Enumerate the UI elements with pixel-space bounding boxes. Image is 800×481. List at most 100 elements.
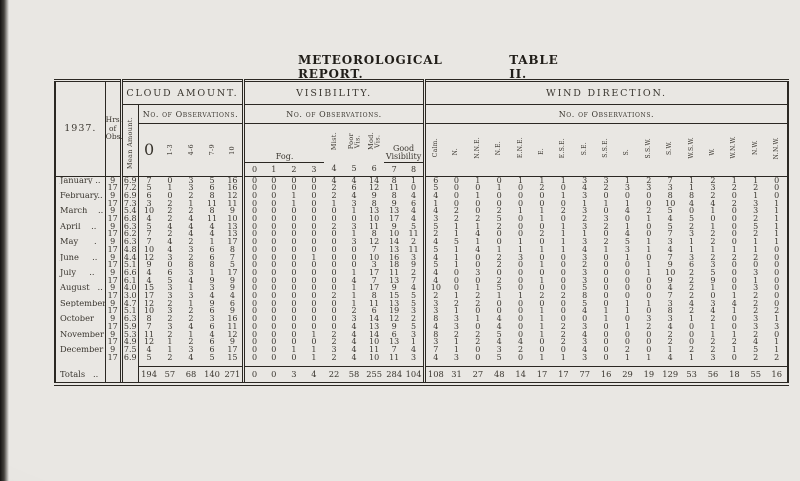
visibility-count-cell: 1 — [311, 330, 317, 339]
visibility-count-cell: 17 — [369, 268, 380, 277]
visibility-count-cell: 13 — [369, 207, 380, 216]
wind-count-cell: 1 — [680, 175, 703, 185]
visibility-count-cell: 0 — [271, 238, 277, 246]
visibility-count-cell: 0 — [311, 184, 317, 192]
wind-count-cell: 2 — [582, 261, 588, 269]
visibility-count-cell: 2 — [331, 222, 337, 231]
wind-count-cell: 1 — [539, 261, 545, 269]
wind-count-cell: 4 — [422, 238, 446, 246]
cloud-col-10: 10 — [228, 146, 237, 156]
wind-count-cell: 3 — [582, 338, 588, 346]
month-cell: July .. — [60, 268, 95, 277]
wind-count-cell: 19 — [638, 366, 660, 385]
hours-cell: 9 — [104, 330, 122, 339]
visibility-count-cell: 0 — [331, 307, 337, 316]
visibility-count-cell: 0 — [242, 199, 264, 208]
visibility-count-cell: 8 — [371, 292, 377, 300]
visibility-count-cell: 5 — [411, 322, 417, 331]
wind-count-cell: 5 — [667, 207, 673, 216]
wind-count-cell: 18 — [723, 366, 746, 385]
group-title-row: 1937. Hrs. of Obs. CLOUD AMOUNT. VISIBIL… — [55, 80, 788, 176]
wind-count-cell: 4 — [582, 330, 588, 339]
wind-count-cell: 0 — [496, 307, 502, 316]
visibility-count-cell: 0 — [271, 307, 277, 316]
visibility-count-cell: 0 — [331, 230, 337, 239]
cloud-count-cell: 4 — [209, 222, 215, 231]
visibility-count-cell: 0 — [271, 253, 277, 262]
wind-count-cell: 0 — [560, 299, 566, 308]
cloud-count-cell: 4 — [188, 322, 194, 331]
table-row: July .. 9 6.6 4 6 3 1 17 0 0 0 0 0 1 17 11 2 4 0 3 0 0 0 0 3 0 0 1 1… — [55, 268, 788, 277]
visibility-count-cell: 11 — [369, 222, 380, 231]
wind-count-cell: 0 — [731, 222, 737, 231]
wind-count-cell: 0 — [539, 299, 545, 308]
mean-amount-cell: 6.8 — [119, 215, 139, 223]
mean-amount-cell: 6.3 — [119, 315, 139, 323]
cloud-count-cell: 2 — [167, 353, 173, 362]
hours-of-obs-header: Hrs. of Obs. — [104, 80, 123, 176]
visibility-count-cell: 11 — [408, 230, 419, 239]
wind-count-cell: 2 — [753, 292, 759, 300]
cloud-count-cell: 4 — [167, 238, 173, 246]
wind-count-cell: 1 — [531, 175, 553, 185]
visibility-count-cell: 7 — [371, 245, 377, 254]
wind-count-cell: 1 — [539, 330, 545, 339]
wind-count-cell: 0 — [475, 276, 481, 285]
wind-count-cell: 1 — [774, 345, 780, 354]
wind-count-cell: 0 — [624, 268, 631, 277]
visibility-count-cell: 11 — [389, 184, 400, 192]
vis-col-3: 3 — [311, 164, 317, 174]
cloud-count-cell: 2 — [167, 299, 173, 308]
cloud-count-cell: 2 — [188, 307, 194, 316]
visibility-count-cell: 3 — [351, 315, 357, 323]
wind-count-cell: 0 — [689, 207, 695, 216]
wind-count-cell: 0 — [774, 253, 780, 262]
mean-amount-cell: 6.9 — [119, 191, 139, 200]
visibility-count-cell: 0 — [291, 230, 297, 239]
hours-cell: 9 — [104, 253, 122, 262]
wind-count-cell: 1 — [475, 191, 481, 200]
mean-amount-cell: 5.9 — [119, 322, 139, 331]
wind-count-cell: 2 — [453, 215, 460, 223]
mean-amount-cell: 4.0 — [119, 284, 139, 293]
wind-count-cell: 6 — [422, 175, 446, 185]
wind-count-cell: 2 — [710, 338, 716, 346]
wind-count-cell: 56 — [702, 366, 724, 385]
visibility-count-cell: 0 — [331, 253, 337, 262]
month-cell — [55, 354, 105, 362]
wind-count-cell: 1 — [774, 199, 780, 208]
table-row: 17 6.2 7 2 4 4 13 0 0 0 0 0 1 8 10 11 2 1 4 0 0 2 1 1 0 4 0 7 3 2 0 2 1 — [55, 230, 788, 239]
month-cell — [55, 277, 105, 285]
wind-count-cell: 2 — [475, 299, 481, 308]
hours-cell: 9 — [104, 315, 122, 323]
visibility-count-cell: 4 — [303, 366, 324, 385]
visibility-count-cell: 1 — [351, 230, 357, 239]
wind-count-cell: 0 — [518, 299, 524, 308]
wind-count-cell: 0 — [475, 261, 481, 269]
wind-count-cell: 1 — [689, 238, 695, 246]
cloud-col-4-6: 4-6 — [186, 143, 195, 156]
visibility-count-cell: 284 — [384, 366, 405, 385]
visibility-count-cell: 0 — [271, 245, 277, 254]
wind-count-cell: 1 — [667, 345, 673, 354]
wind-count-cell: 2 — [560, 338, 566, 346]
visibility-count-cell: 0 — [311, 222, 317, 231]
cloud-count-cell: 17 — [227, 345, 238, 354]
cloud-count-cell: 11 — [206, 199, 218, 208]
visibility-count-cell: 0 — [242, 292, 264, 300]
visibility-count-cell: 0 — [331, 215, 337, 223]
visibility-count-cell: 3 — [371, 261, 377, 269]
wind-count-cell: 7 — [667, 292, 673, 300]
wind-count-cell: 4 — [624, 207, 631, 216]
wind-count-cell: 1 — [475, 315, 481, 323]
wind-count-cell: 1 — [453, 222, 460, 231]
wind-count-cell: 0 — [560, 268, 566, 277]
page-header: METEOROLOGICAL REPORT. TABLE II. — [298, 53, 580, 81]
mean-amount-cell: 3.0 — [119, 292, 139, 300]
visibility-count-cell: 0 — [311, 268, 317, 277]
wind-count-cell: 3 — [667, 184, 673, 192]
visibility-count-cell: 9 — [391, 322, 397, 331]
cloud-col-0: 0 — [137, 123, 160, 176]
wind-count-cell: 3 — [574, 175, 596, 185]
wind-count-cell: 16 — [766, 366, 788, 385]
